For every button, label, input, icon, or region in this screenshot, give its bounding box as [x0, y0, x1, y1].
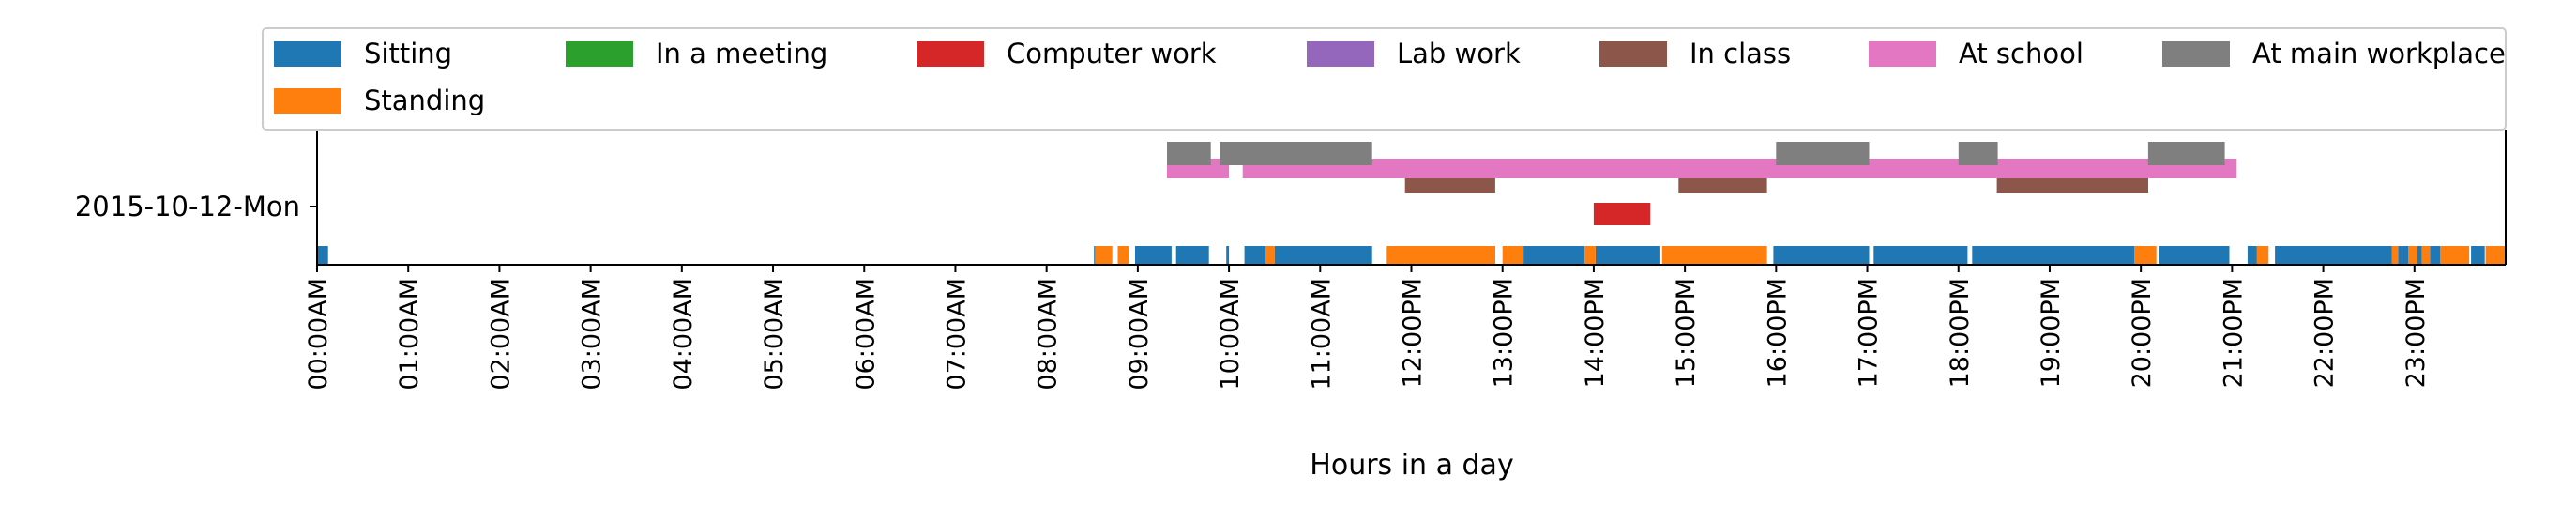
bar-standing-2 [1265, 246, 1275, 265]
bar-sitting-8 [1595, 246, 1660, 265]
legend: Sitting Standing In a meeting Computer work… [262, 27, 2507, 131]
bar-standing-8 [2256, 246, 2269, 265]
legend-item-sitting: Sitting [274, 38, 452, 69]
x-tick-label: 12:00PM [1399, 278, 1428, 388]
bar-sitting-6 [1274, 246, 1372, 265]
legend-swatch [274, 41, 341, 67]
bar-sitting-18 [2471, 246, 2485, 265]
legend-swatch [566, 41, 633, 67]
legend-item-standing: Standing [274, 84, 485, 116]
bar-sitting-11 [1972, 246, 2135, 265]
bar-computer-work-0 [1593, 203, 1651, 225]
legend-item-lab-work: Lab work [1307, 38, 1521, 69]
x-tick-label: 09:00AM [1125, 278, 1154, 391]
x-tick-label: 22:00PM [2311, 278, 2340, 388]
legend-swatch [2162, 41, 2230, 67]
x-tick-label: 11:00AM [1307, 278, 1336, 391]
legend-swatch [1307, 41, 1374, 67]
bar-at-main-workplace-0 [1167, 142, 1211, 165]
bar-sitting-16 [2417, 246, 2422, 265]
x-tick-label: 18:00PM [1946, 278, 1975, 388]
bar-sitting-5 [1244, 246, 1265, 265]
bar-standing-0 [1095, 246, 1113, 265]
bar-standing-3 [1386, 246, 1495, 265]
legend-swatch [1599, 41, 1667, 67]
x-tick-label: 06:00AM [851, 278, 880, 391]
legend-label: Sitting [364, 38, 452, 69]
axes: 2015-10-12-Mon 00:00AM 01:00AM 02:00AM 03:00… [75, 130, 2507, 391]
bar-in-class-1 [1678, 178, 1767, 193]
x-tick-label: 02:00AM [486, 278, 515, 391]
legend-swatch [917, 41, 984, 67]
x-tick-label: 23:00PM [2402, 278, 2431, 388]
legend-label: At main workplace [2252, 38, 2506, 69]
legend-label: Computer work [1007, 38, 1217, 69]
bar-standing-10 [2408, 246, 2417, 265]
legend-swatch [1869, 41, 1936, 67]
legend-item-computer-work: Computer work [917, 38, 1217, 69]
legend-label: In class [1690, 38, 1791, 69]
x-tick-label: 16:00PM [1763, 278, 1792, 388]
x-tick-label: 17:00PM [1855, 278, 1884, 388]
legend-item-in-class: In class [1599, 38, 1791, 69]
bar-sitting-17 [2430, 246, 2440, 265]
x-tick-label: 19:00PM [2037, 278, 2066, 388]
bar-sitting-0 [317, 246, 328, 265]
x-tick-label: 14:00PM [1581, 278, 1610, 388]
bar-sitting-4 [1226, 246, 1230, 265]
bar-standing-5 [1584, 246, 1596, 265]
bar-sitting-7 [1523, 246, 1585, 265]
legend-label: Lab work [1397, 38, 1521, 69]
x-tick-label: 08:00AM [1034, 278, 1063, 391]
legend-item-at-main-workplace: At main workplace [2162, 38, 2506, 69]
bar-standing-1 [1117, 246, 1129, 265]
x-tick-label: 00:00AM [304, 278, 333, 391]
y-tick-label: 2015-10-12-Mon [75, 191, 300, 223]
bar-in-class-0 [1404, 178, 1495, 193]
bar-sitting-12 [2159, 246, 2230, 265]
x-tick-label: 05:00AM [760, 278, 789, 391]
bar-standing-11 [2421, 246, 2431, 265]
legend-frame [262, 27, 2507, 131]
legend-label: Standing [364, 84, 485, 116]
bar-standing-7 [2134, 246, 2157, 265]
x-tick-label: 01:00AM [395, 278, 424, 391]
plot-area [317, 142, 2506, 265]
bar-at-main-workplace-4 [2147, 142, 2225, 165]
bar-at-school-1 [1242, 159, 2237, 178]
bar-in-class-2 [1996, 178, 2148, 193]
bar-sitting-3 [1175, 246, 1209, 265]
bar-standing-9 [2391, 246, 2399, 265]
bar-sitting-2 [1135, 246, 1172, 265]
bar-standing-12 [2440, 246, 2470, 265]
legend-label: At school [1959, 38, 2084, 69]
bar-at-main-workplace-3 [1958, 142, 1998, 165]
x-tick-label: 04:00AM [669, 278, 698, 391]
bar-standing-13 [2485, 246, 2506, 265]
bar-at-main-workplace-2 [1776, 142, 1870, 165]
x-tick-label: 07:00AM [943, 278, 972, 391]
legend-item-in-a-meeting: In a meeting [566, 38, 827, 69]
legend-label: In a meeting [656, 38, 827, 69]
x-tick-label: 15:00PM [1672, 278, 1701, 388]
bar-sitting-9 [1773, 246, 1870, 265]
legend-item-at-school: At school [1869, 38, 2084, 69]
bar-sitting-14 [2275, 246, 2392, 265]
legend-swatch [274, 88, 341, 114]
x-tick-label: 20:00PM [2128, 278, 2157, 388]
bar-at-main-workplace-1 [1220, 142, 1372, 165]
bar-sitting-15 [2398, 246, 2408, 265]
x-tick-label: 03:00AM [578, 278, 607, 391]
bar-sitting-10 [1873, 246, 1968, 265]
x-tick-label: 13:00PM [1490, 278, 1519, 388]
x-tick-label: 10:00AM [1216, 278, 1245, 391]
x-axis-label: Hours in a day [1310, 449, 1513, 482]
bar-standing-6 [1661, 246, 1767, 265]
x-tick-label: 21:00PM [2219, 278, 2248, 388]
bar-standing-4 [1502, 246, 1524, 265]
